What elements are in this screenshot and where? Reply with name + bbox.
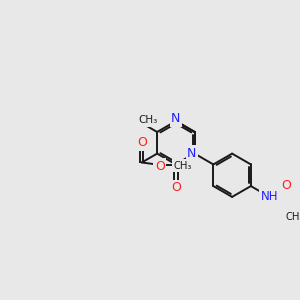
Text: O: O xyxy=(281,179,291,192)
Text: O: O xyxy=(171,182,181,194)
Text: O: O xyxy=(155,160,165,173)
Text: CH₃: CH₃ xyxy=(286,212,300,222)
Text: N: N xyxy=(171,112,181,125)
Text: N: N xyxy=(187,147,196,160)
Text: CH₃: CH₃ xyxy=(173,160,192,170)
Text: O: O xyxy=(137,136,147,149)
Text: NH: NH xyxy=(261,190,278,203)
Text: CH₃: CH₃ xyxy=(138,115,157,125)
